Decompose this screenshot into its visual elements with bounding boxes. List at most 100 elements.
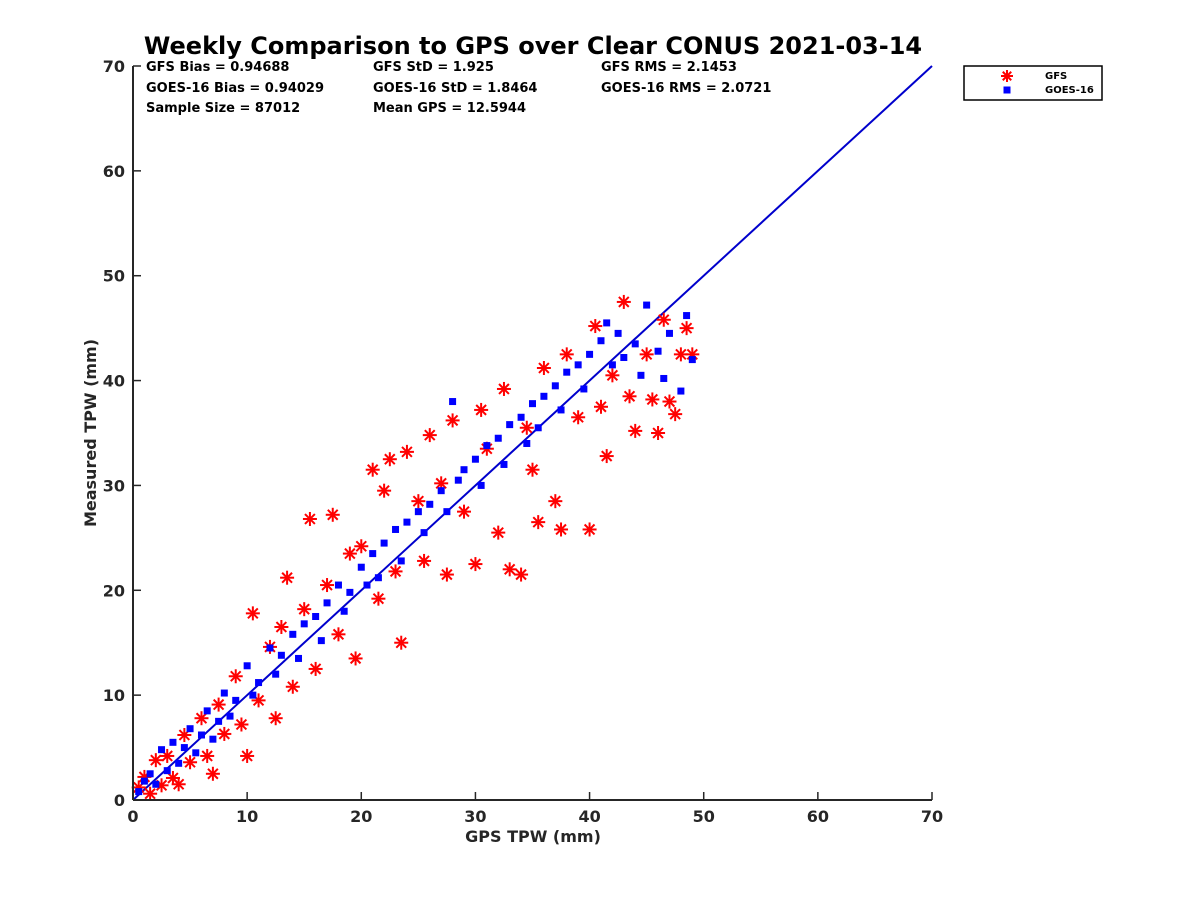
- data-point: [597, 337, 605, 345]
- data-point: [320, 578, 335, 593]
- x-tick-label: 30: [464, 807, 486, 826]
- data-point: [348, 651, 363, 666]
- data-point: [394, 635, 409, 650]
- data-point: [563, 368, 571, 376]
- data-point: [312, 613, 320, 620]
- data-point: [631, 340, 639, 348]
- data-point: [346, 588, 354, 596]
- one-to-one-line: [132, 65, 933, 801]
- data-point: [531, 515, 546, 530]
- x-tick-label: 20: [350, 807, 372, 826]
- data-point: [203, 707, 211, 715]
- data-point: [289, 630, 297, 638]
- data-point: [525, 462, 540, 477]
- data-point: [163, 767, 171, 775]
- legend-marker: [1003, 86, 1011, 94]
- data-point: [399, 444, 414, 459]
- data-point: [548, 494, 563, 509]
- data-point: [186, 725, 194, 733]
- data-point: [529, 400, 536, 408]
- data-point: [514, 567, 529, 582]
- data-point: [605, 368, 620, 383]
- x-tick-label: 10: [236, 807, 258, 826]
- data-point: [622, 389, 637, 404]
- y-tick-label: 20: [103, 581, 125, 600]
- data-point: [457, 504, 472, 519]
- data-point: [580, 385, 588, 393]
- data-point: [377, 483, 392, 498]
- data-point: [616, 294, 631, 309]
- data-point: [342, 546, 357, 561]
- series-gfs: [131, 294, 700, 801]
- data-point: [506, 421, 514, 429]
- data-point: [637, 371, 645, 379]
- data-point: [197, 731, 205, 739]
- data-point: [397, 557, 405, 565]
- data-point: [460, 466, 468, 474]
- data-point: [285, 679, 300, 694]
- data-point: [365, 462, 380, 477]
- data-point: [234, 717, 249, 732]
- data-point: [474, 402, 489, 417]
- data-point: [582, 522, 597, 537]
- x-tick-label: 60: [807, 807, 829, 826]
- data-point: [245, 606, 260, 621]
- data-point: [654, 347, 662, 355]
- data-point: [217, 726, 232, 741]
- stat-text: GFS StD = 1.925: [373, 60, 494, 75]
- data-point: [679, 321, 694, 336]
- data-point: [420, 529, 428, 537]
- data-point: [683, 312, 691, 320]
- x-axis-label: GPS TPW (mm): [465, 827, 601, 846]
- data-point: [317, 637, 325, 645]
- legend: GFS GOES-16: [963, 65, 1103, 101]
- data-point: [192, 749, 200, 757]
- data-point: [175, 759, 183, 767]
- y-tick-label: 70: [103, 57, 125, 76]
- data-point: [437, 487, 445, 495]
- data-point: [614, 329, 622, 337]
- data-point: [323, 599, 331, 607]
- x-tick-label: 0: [127, 807, 138, 826]
- x-tick-label: 50: [693, 807, 715, 826]
- data-point: [205, 766, 220, 781]
- data-point: [158, 746, 166, 754]
- data-point: [496, 381, 511, 396]
- data-point: [411, 494, 426, 509]
- data-point: [272, 670, 280, 678]
- data-point: [140, 777, 148, 785]
- data-point: [571, 410, 586, 425]
- data-point: [603, 319, 611, 327]
- chart-title: Weekly Comparison to GPS over Clear CONU…: [144, 32, 922, 60]
- data-point: [557, 406, 565, 414]
- stats-block: GFS Bias = 0.94688 GFS StD = 1.925 GFS RMS…: [146, 60, 771, 116]
- data-point: [639, 347, 654, 362]
- data-point: [148, 753, 163, 768]
- data-point: [392, 525, 400, 533]
- stat-text: GOES-16 RMS = 2.0721: [601, 81, 771, 96]
- data-point: [209, 735, 217, 743]
- data-point: [540, 392, 548, 400]
- data-point: [502, 562, 517, 577]
- data-point: [171, 777, 186, 792]
- data-point: [200, 748, 215, 763]
- data-point: [491, 525, 506, 540]
- data-point: [523, 439, 531, 447]
- data-point: [445, 413, 460, 428]
- data-point: [519, 420, 534, 435]
- stat-text: Mean GPS = 12.5944: [373, 101, 526, 116]
- y-tick-label: 60: [103, 162, 125, 181]
- data-point: [243, 662, 251, 670]
- data-point: [325, 507, 340, 522]
- data-point: [183, 755, 198, 770]
- data-point: [228, 669, 243, 684]
- data-point: [668, 407, 683, 422]
- data-point: [403, 518, 411, 526]
- data-point: [226, 712, 234, 720]
- y-tick-label: 0: [114, 791, 125, 810]
- series-goes-16: [135, 301, 696, 796]
- data-point: [152, 780, 160, 788]
- data-point: [340, 607, 348, 615]
- data-point: [300, 620, 308, 628]
- data-point: [302, 511, 317, 526]
